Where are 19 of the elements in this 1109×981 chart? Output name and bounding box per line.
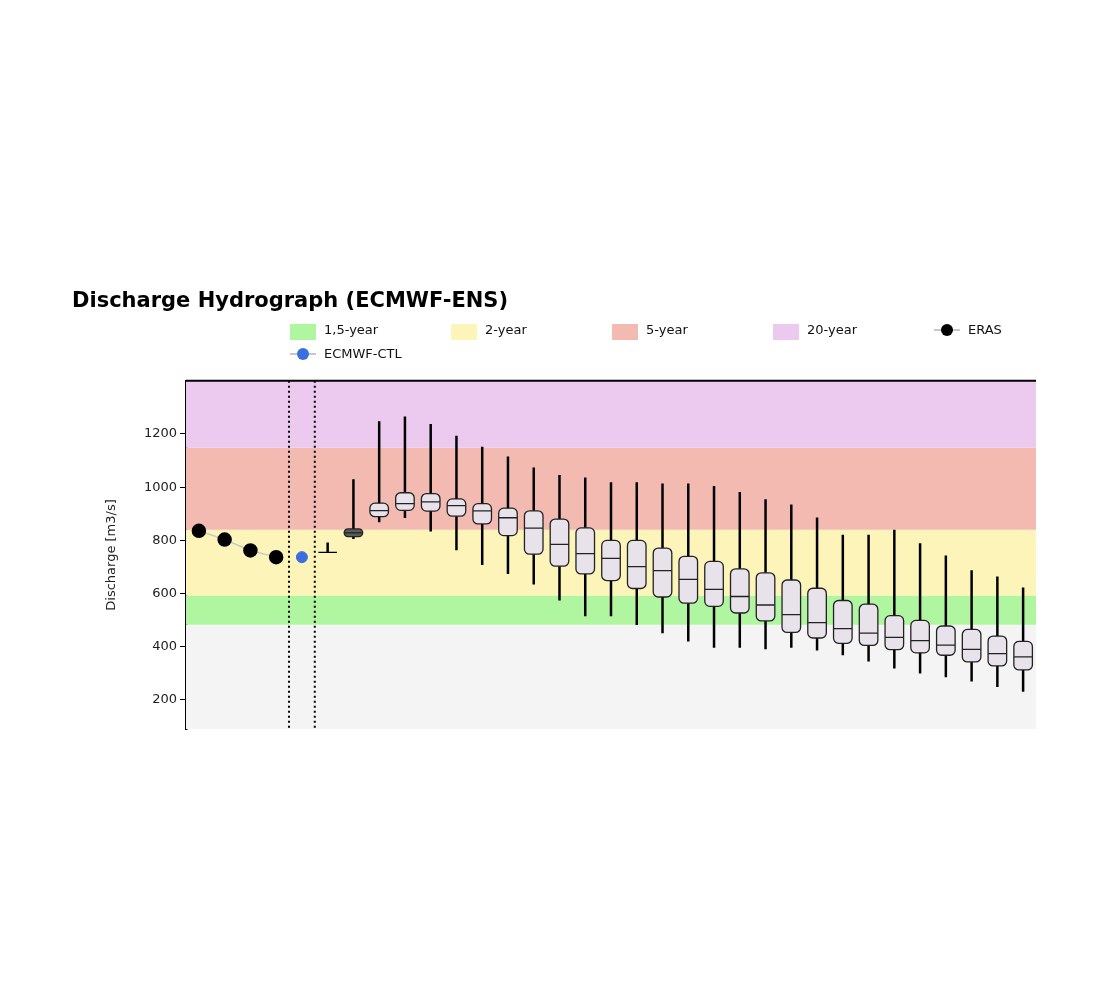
y-tick-label: 1200 <box>143 425 177 441</box>
legend-label: ERAS <box>968 322 1002 337</box>
legend-label: 1,5-year <box>324 322 379 337</box>
y-tick-label: 400 <box>152 638 177 654</box>
point <box>295 551 308 564</box>
point <box>191 523 207 539</box>
y-tick-label: 200 <box>152 691 177 707</box>
y-tick-label: 600 <box>152 584 177 600</box>
point <box>268 549 284 565</box>
legend-label: 2-year <box>485 322 527 337</box>
point <box>243 543 258 558</box>
chart-title: Discharge Hydrograph (ECMWF-ENS) <box>72 288 509 312</box>
y-axis-title: Discharge [m3/s] <box>103 499 119 611</box>
y-tick-label: 1000 <box>143 478 177 494</box>
legend-label: 5-year <box>646 322 688 337</box>
point <box>217 532 232 547</box>
legend-label: 20-year <box>807 322 858 337</box>
legend-label: ECMWF-CTL <box>324 346 402 361</box>
y-tick-label: 800 <box>152 531 177 547</box>
